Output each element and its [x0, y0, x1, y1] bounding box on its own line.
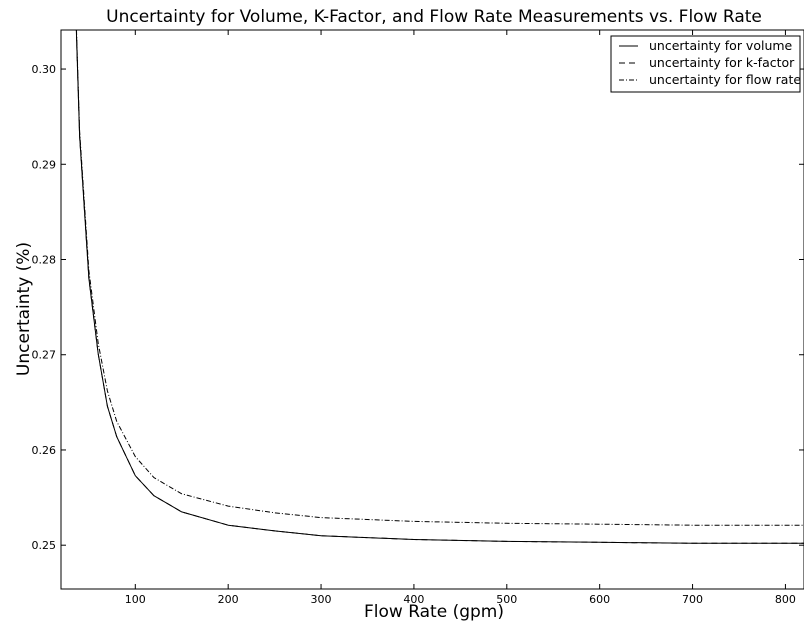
x-axis-label: Flow Rate (gpm): [364, 602, 504, 622]
x-tick-label: 500: [496, 593, 517, 606]
y-tick-label: 0.26: [32, 444, 57, 457]
y-axis-label: Uncertainty (%): [14, 242, 34, 376]
x-tick-label: 800: [775, 593, 796, 606]
series-line-2: [75, 30, 804, 544]
plot-area: [60, 29, 804, 590]
x-tick-label: 200: [218, 593, 239, 606]
legend-label-k-factor: uncertainty for k-factor: [649, 55, 795, 70]
y-tick-label: 0.28: [32, 254, 57, 267]
legend: uncertainty for volume uncertainty for k…: [610, 35, 801, 93]
chart-title: Uncertainty for Volume, K-Factor, and Fl…: [106, 7, 762, 27]
legend-label-volume: uncertainty for volume: [649, 38, 793, 53]
series-line-3: [75, 30, 804, 526]
x-tick-label: 400: [403, 593, 424, 606]
x-tick-label: 300: [311, 593, 332, 606]
y-tick-label: 0.25: [32, 539, 57, 552]
legend-box: [610, 35, 801, 93]
y-tick-label: 0.30: [32, 63, 57, 76]
y-tick-label: 0.27: [32, 349, 57, 362]
y-tick-label: 0.29: [32, 158, 57, 171]
legend-label-flow-rate: uncertainty for flow rate: [649, 72, 801, 87]
ticks-layer: 100 200 300 400 500 600 700 800 0.25 0.26 0.27 0.28…: [32, 30, 804, 606]
x-tick-label: 700: [682, 593, 703, 606]
x-tick-label: 600: [589, 593, 610, 606]
series-layer: [75, 30, 804, 544]
x-tick-label: 100: [125, 593, 146, 606]
